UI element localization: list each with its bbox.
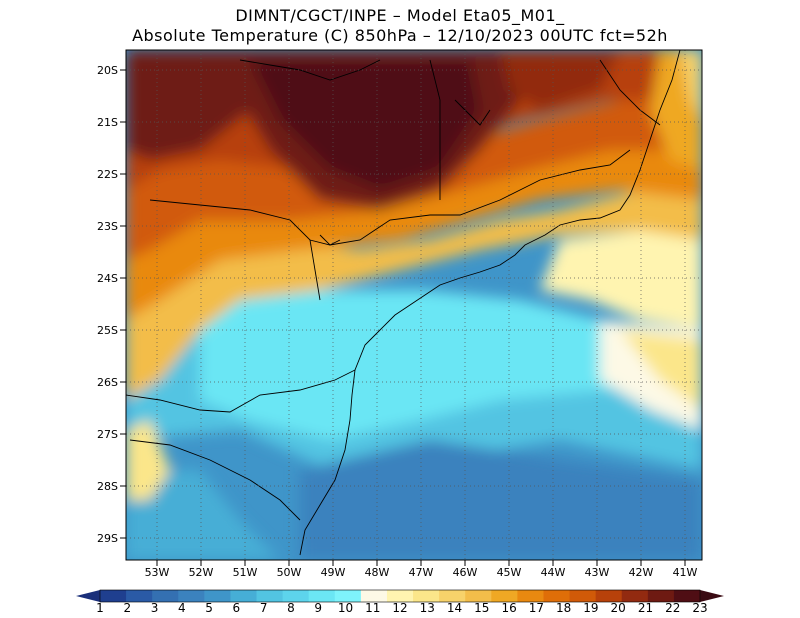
lon-label: 42W: [629, 566, 654, 579]
colorbar: 1 2 3 4 5 6 7 8 9 10 11 12 13 14 15 16 17 18 19 20 21 22 23: [76, 589, 724, 615]
colorbar-label: 1: [96, 601, 104, 615]
colorbar-label: 7: [260, 601, 268, 615]
lon-label: 48W: [365, 566, 390, 579]
axis-ticks: [120, 69, 686, 566]
colorbar-swatch: [595, 590, 623, 602]
lon-label: 45W: [497, 566, 522, 579]
colorbar-label: 9: [314, 601, 322, 615]
coastline-and-borders: [126, 50, 681, 556]
colorbar-label: 6: [233, 601, 241, 615]
colorbar-label: 16: [501, 601, 516, 615]
colorbar-swatch: [569, 590, 597, 602]
state-border: [149, 149, 631, 246]
colorbar-swatch: [543, 590, 571, 602]
lat-label: 24S: [97, 272, 118, 285]
colorbar-label: 19: [583, 601, 598, 615]
lon-label: 50W: [277, 566, 302, 579]
colorbar-swatch: [439, 590, 466, 602]
colorbar-label: 11: [365, 601, 380, 615]
temperature-field: [126, 50, 702, 560]
lon-label: 52W: [189, 566, 214, 579]
colorbar-swatch: [360, 590, 388, 602]
colorbar-label: 23: [692, 601, 707, 615]
colorbar-swatch: [230, 590, 258, 602]
colorbar-label: 15: [474, 601, 489, 615]
lon-label: 41W: [673, 566, 698, 579]
colorbar-swatch: [386, 590, 414, 602]
lon-label: 51W: [233, 566, 258, 579]
colorbar-label: 12: [392, 601, 407, 615]
colorbar-swatch: [204, 590, 231, 602]
river: [319, 234, 341, 246]
colorbar-label: 17: [529, 601, 544, 615]
colorbar-swatch: [334, 590, 362, 602]
colorbar-low-arrow: [76, 590, 100, 602]
colorbar-swatch: [256, 590, 284, 602]
colorbar-swatch: [152, 590, 179, 602]
colorbar-label: 14: [447, 601, 462, 615]
state-border: [429, 59, 441, 200]
colorbar-swatch: [465, 590, 492, 602]
state-border: [239, 59, 381, 81]
lon-label: 44W: [541, 566, 566, 579]
colorbar-swatch: [491, 590, 518, 602]
colorbar-swatch: [100, 590, 127, 602]
lon-label: 53W: [145, 566, 170, 579]
colorbar-swatch: [413, 590, 440, 602]
state-border: [126, 369, 356, 413]
colorbar-label: 4: [178, 601, 186, 615]
colorbar-high-arrow: [700, 590, 724, 602]
colorbar-swatch: [126, 590, 153, 602]
colorbar-label: 10: [338, 601, 353, 615]
colorbar-label: 13: [420, 601, 435, 615]
colorbar-swatch: [282, 590, 310, 602]
colorbar-label: 2: [123, 601, 131, 615]
lat-label: 27S: [97, 428, 118, 441]
colorbar-swatch: [621, 590, 649, 602]
chart-title-line1: DIMNT/CGCT/INPE – Model Eta05_M01_: [235, 6, 565, 25]
colorbar-label: 18: [556, 601, 571, 615]
colorbar-label: 3: [151, 601, 159, 615]
lat-label: 25S: [97, 324, 118, 337]
lat-lon-grid: [126, 50, 702, 560]
river: [454, 99, 491, 126]
colorbar-label: 22: [665, 601, 680, 615]
colorbar-swatch: [517, 590, 544, 602]
colorbar-label: 20: [611, 601, 626, 615]
coastline: [299, 50, 681, 556]
lat-label: 23S: [97, 220, 118, 233]
colorbar-swatch: [178, 590, 205, 602]
lon-label: 43W: [585, 566, 610, 579]
colorbar-label: 21: [638, 601, 653, 615]
latitude-labels: 20S 21S 22S 23S 24S 25S 26S 27S 28S 29S: [97, 64, 118, 545]
lon-label: 47W: [409, 566, 434, 579]
lat-label: 29S: [97, 532, 118, 545]
lat-label: 22S: [97, 168, 118, 181]
colorbar-label: 5: [205, 601, 213, 615]
state-border: [309, 239, 321, 301]
colorbar-swatch: [647, 590, 675, 602]
map-frame: [125, 49, 703, 561]
lon-label: 46W: [453, 566, 478, 579]
colorbar-label: 8: [287, 601, 295, 615]
state-border: [129, 439, 301, 521]
longitude-labels: 53W 52W 51W 50W 49W 48W 47W 46W 45W 44W …: [145, 566, 698, 579]
lat-label: 28S: [97, 480, 118, 493]
lat-label: 21S: [97, 116, 118, 129]
lat-label: 20S: [97, 64, 118, 77]
chart-title-line2: Absolute Temperature (C) 850hPa – 12/10/…: [132, 26, 668, 45]
state-border: [599, 59, 661, 126]
lat-label: 26S: [97, 376, 118, 389]
colorbar-swatch: [308, 590, 336, 602]
colorbar-border: [99, 589, 701, 603]
lon-label: 49W: [321, 566, 346, 579]
colorbar-swatch: [673, 590, 701, 602]
